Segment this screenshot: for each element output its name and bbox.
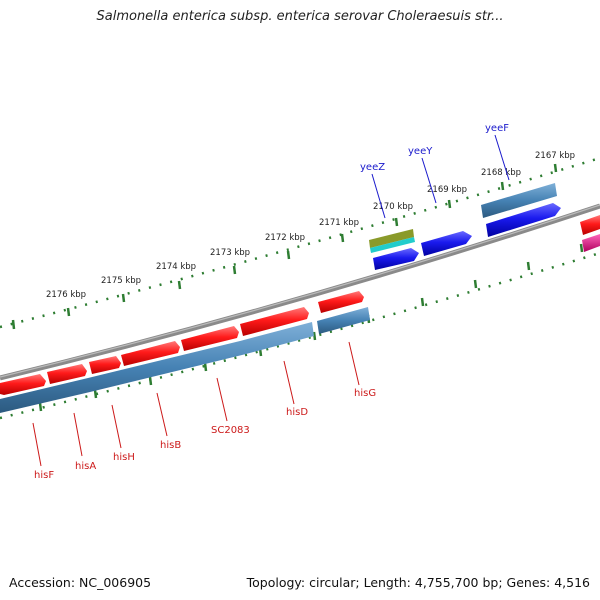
kbp-labels: 2176 kbp 2175 kbp 2174 kbp 2173 kbp 2172… bbox=[46, 151, 575, 300]
gene-right-magenta[interactable] bbox=[582, 234, 600, 252]
genome-stats-text: Topology: circular; Length: 4,755,700 bp… bbox=[246, 575, 590, 590]
label-yeeY: yeeY bbox=[408, 146, 433, 157]
gene-yeeZ-olive[interactable] bbox=[369, 229, 414, 248]
kbp-label-2170: 2170 kbp bbox=[373, 202, 413, 212]
ruler-major-ticks bbox=[11, 163, 584, 412]
upper-gene-labels bbox=[371, 134, 510, 219]
lower-gene-track[interactable] bbox=[0, 291, 370, 413]
label-SC2083: SC2083 bbox=[211, 425, 250, 436]
gene-right-red[interactable] bbox=[580, 215, 600, 235]
label-hisA: hisA bbox=[75, 461, 96, 472]
gene-yeeY[interactable] bbox=[421, 231, 472, 256]
kbp-label-2171: 2171 kbp bbox=[319, 218, 359, 228]
ruler-inner-dots bbox=[0, 251, 600, 420]
gene-yeeZ-cyan[interactable] bbox=[370, 237, 415, 253]
gene-hisA[interactable] bbox=[47, 364, 87, 384]
lower-gene-labels bbox=[32, 341, 360, 467]
kbp-label-2175: 2175 kbp bbox=[101, 276, 141, 286]
kbp-label-2167: 2167 kbp bbox=[535, 151, 575, 161]
accession-text: Accession: NC_006905 bbox=[9, 575, 152, 590]
label-hisD: hisD bbox=[286, 407, 308, 418]
gene-SC2083[interactable] bbox=[181, 326, 239, 351]
label-hisG: hisG bbox=[354, 388, 376, 399]
gene-hisD[interactable] bbox=[240, 307, 309, 336]
cds-his-operon[interactable] bbox=[0, 322, 314, 413]
kbp-label-2172: 2172 kbp bbox=[265, 233, 305, 243]
cds-yeeF[interactable] bbox=[481, 183, 557, 218]
kbp-label-2176: 2176 kbp bbox=[46, 290, 86, 300]
label-hisB: hisB bbox=[160, 440, 181, 451]
label-hisH: hisH bbox=[113, 452, 135, 463]
gene-yeeZ[interactable] bbox=[373, 248, 419, 270]
kbp-label-2174: 2174 kbp bbox=[156, 262, 196, 272]
label-hisF: hisF bbox=[34, 470, 54, 481]
kbp-label-2168: 2168 kbp bbox=[481, 168, 521, 178]
genome-backbone bbox=[0, 203, 600, 381]
label-yeeZ: yeeZ bbox=[360, 162, 385, 173]
gene-hisB[interactable] bbox=[121, 341, 180, 366]
gene-yeeF[interactable] bbox=[486, 203, 561, 237]
kbp-label-2169: 2169 kbp bbox=[427, 185, 467, 195]
label-yeeF: yeeF bbox=[485, 123, 509, 134]
kbp-label-2173: 2173 kbp bbox=[210, 248, 250, 258]
gene-hisF[interactable] bbox=[0, 374, 46, 395]
map-title: Salmonella enterica subsp. enterica sero… bbox=[96, 9, 504, 24]
gene-hisG[interactable] bbox=[318, 291, 364, 313]
gene-hisH[interactable] bbox=[89, 356, 121, 374]
cds-hisG[interactable] bbox=[317, 307, 370, 334]
upper-gene-track[interactable] bbox=[369, 183, 600, 270]
